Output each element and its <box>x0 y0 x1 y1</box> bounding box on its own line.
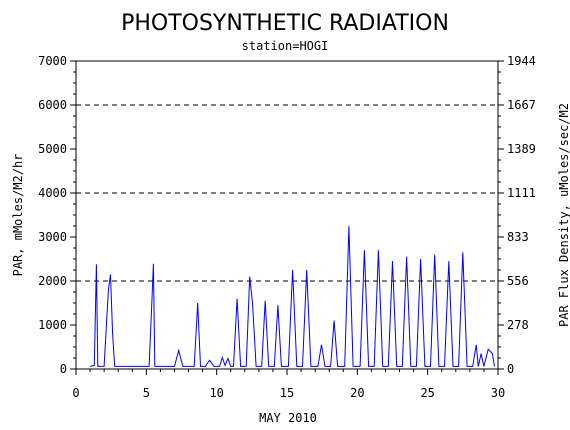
x-tick-label: 15 <box>280 386 294 400</box>
y-axis-label: PAR, mMoles/M2/hr <box>11 154 25 277</box>
y2-tick-label: 1944 <box>507 54 536 68</box>
x-tick-label: 0 <box>72 386 79 400</box>
y-tick-label: 6000 <box>38 98 67 112</box>
y2-tick-label: 1667 <box>507 98 536 112</box>
x-tick-label: 25 <box>420 386 434 400</box>
y-tick-label: 0 <box>60 362 67 376</box>
y-tick-label: 7000 <box>38 54 67 68</box>
y-tick-label: 2000 <box>38 274 67 288</box>
y-tick-label: 5000 <box>38 142 67 156</box>
y-axis-left: 0 1000 2000 3000 4000 5000 6000 7000 <box>38 54 76 376</box>
chart-subtitle: station=HOGI <box>242 39 329 53</box>
y2-tick-label: 1389 <box>507 142 536 156</box>
x-tick-label: 5 <box>143 386 150 400</box>
y-tick-label: 3000 <box>38 230 67 244</box>
y2-axis-label: PAR Flux Density, uMoles/sec/M2 <box>557 103 570 327</box>
y2-tick-label: 833 <box>507 230 529 244</box>
x-tick-label: 10 <box>209 386 223 400</box>
y2-tick-label: 556 <box>507 274 529 288</box>
x-axis: 0 5 10 15 20 25 30 <box>72 369 505 400</box>
y2-tick-label: 1111 <box>507 186 536 200</box>
y-tick-label: 1000 <box>38 318 67 332</box>
y2-tick-label: 278 <box>507 318 529 332</box>
y-axis-right: 0 278 556 833 1111 1389 1667 1944 <box>498 54 536 376</box>
series-line <box>89 225 495 367</box>
gridlines <box>76 104 498 282</box>
series-lines <box>89 225 495 367</box>
y2-tick-label: 0 <box>507 362 514 376</box>
x-tick-label: 20 <box>350 386 364 400</box>
y-tick-label: 4000 <box>38 186 67 200</box>
x-axis-label: MAY 2010 <box>259 411 317 425</box>
chart-title: PHOTOSYNTHETIC RADIATION <box>121 11 449 36</box>
plot-frame <box>75 60 499 370</box>
x-tick-label: 30 <box>491 386 505 400</box>
